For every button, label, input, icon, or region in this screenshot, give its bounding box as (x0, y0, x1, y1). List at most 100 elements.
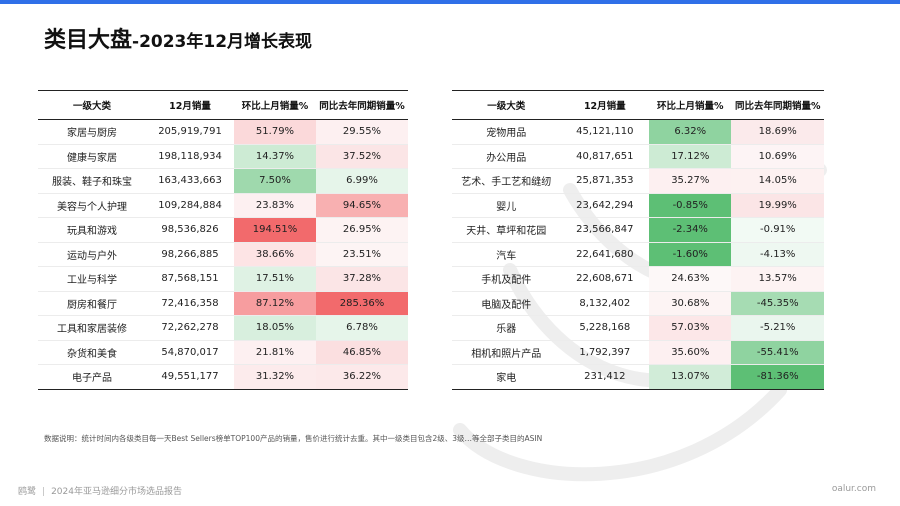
footer-left: 鸥鹭 | 2024年亚马逊细分市场选品报告 (18, 484, 182, 497)
header-mom: 环比上月销量% (234, 90, 316, 120)
yoy-cell: 10.69% (731, 144, 824, 169)
sales-cell: 22,608,671 (560, 266, 650, 292)
table-row: 电子产品 49,551,177 31.32% 36.22% (38, 364, 408, 390)
sales-cell: 22,641,680 (560, 242, 650, 267)
page-title-sub: -2023年12月增长表现 (132, 32, 313, 52)
footer-site-link[interactable]: oalur.com (831, 484, 876, 494)
yoy-cell: -81.36% (731, 364, 824, 390)
category-cell: 相机和照片产品 (452, 340, 561, 365)
sales-cell: 49,551,177 (146, 364, 234, 390)
top-accent-bar (0, 0, 900, 4)
category-cell: 厨房和餐厅 (38, 291, 146, 316)
footer-separator: | (42, 487, 46, 497)
mom-cell: 6.32% (649, 119, 732, 145)
sales-cell: 72,262,278 (146, 315, 234, 341)
table-row: 家居与厨房 205,919,791 51.79% 29.55% (38, 119, 408, 145)
sales-cell: 231,412 (560, 364, 650, 390)
data-note: 数据说明：统计时间内各级类目每一天Best Sellers榜单TOP100产品的… (44, 434, 543, 443)
yoy-cell: 23.51% (316, 242, 408, 267)
sales-cell: 109,284,884 (146, 193, 234, 218)
category-cell: 电脑及配件 (452, 291, 561, 316)
yoy-cell: 46.85% (316, 340, 408, 365)
yoy-cell: 37.28% (316, 266, 408, 292)
category-cell: 婴儿 (452, 193, 561, 218)
table-row: 厨房和餐厅 72,416,358 87.12% 285.36% (38, 291, 408, 316)
mom-cell: 23.83% (234, 193, 316, 218)
mom-cell: 87.12% (234, 291, 316, 316)
table-row: 办公用品 40,817,651 17.12% 10.69% (452, 144, 824, 169)
table-row: 美容与个人护理 109,284,884 23.83% 94.65% (38, 193, 408, 218)
yoy-cell: -45.35% (731, 291, 824, 316)
header-category: 一级大类 (38, 90, 146, 120)
sales-cell: 205,919,791 (146, 119, 234, 145)
category-cell: 健康与家居 (38, 144, 146, 169)
footer-report-title: 2024年亚马逊细分市场选品报告 (51, 487, 182, 497)
yoy-cell: 29.55% (316, 119, 408, 145)
table-row: 艺术、手工艺和缝纫 25,871,353 35.27% 14.05% (452, 168, 824, 194)
mom-cell: 14.37% (234, 144, 316, 169)
category-cell: 杂货和美食 (38, 340, 146, 365)
yoy-cell: 13.57% (731, 266, 824, 292)
sales-cell: 5,228,168 (560, 315, 650, 341)
table-header-row: 一级大类 12月销量 环比上月销量% 同比去年同期销量% (452, 90, 824, 120)
category-table-left: 一级大类 12月销量 环比上月销量% 同比去年同期销量% 家居与厨房 205,91… (38, 90, 408, 390)
yoy-cell: 6.78% (316, 315, 408, 341)
sales-cell: 72,416,358 (146, 291, 234, 316)
table-row: 相机和照片产品 1,792,397 35.60% -55.41% (452, 340, 824, 365)
sales-cell: 23,642,294 (560, 193, 650, 218)
yoy-cell: -5.21% (731, 315, 824, 341)
mom-cell: 13.07% (649, 364, 732, 390)
mom-cell: 194.51% (234, 217, 316, 243)
table-row: 运动与户外 98,266,885 38.66% 23.51% (38, 242, 408, 267)
page-title: 类目大盘-2023年12月增长表现 (44, 22, 312, 54)
category-cell: 运动与户外 (38, 242, 146, 267)
table-row: 手机及配件 22,608,671 24.63% 13.57% (452, 266, 824, 292)
header-category: 一级大类 (452, 90, 561, 120)
yoy-cell: 285.36% (316, 291, 408, 316)
mom-cell: 51.79% (234, 119, 316, 145)
mom-cell: 17.12% (649, 144, 732, 169)
sales-cell: 198,118,934 (146, 144, 234, 169)
table-row: 家电 231,412 13.07% -81.36% (452, 364, 824, 390)
yoy-cell: 6.99% (316, 168, 408, 194)
yoy-cell: 94.65% (316, 193, 408, 218)
table-row: 工具和家居装修 72,262,278 18.05% 6.78% (38, 315, 408, 341)
mom-cell: 57.03% (649, 315, 732, 341)
page-title-main: 类目大盘 (44, 28, 133, 53)
table-row: 乐器 5,228,168 57.03% -5.21% (452, 315, 824, 341)
table-row: 杂货和美食 54,870,017 21.81% 46.85% (38, 340, 408, 365)
yoy-cell: -4.13% (731, 242, 824, 267)
mom-cell: -1.60% (649, 242, 732, 267)
table-row: 宠物用品 45,121,110 6.32% 18.69% (452, 119, 824, 145)
mom-cell: -0.85% (649, 193, 732, 218)
header-mom: 环比上月销量% (649, 90, 732, 120)
table-row: 玩具和游戏 98,536,826 194.51% 26.95% (38, 217, 408, 243)
yoy-cell: -55.41% (731, 340, 824, 365)
sales-cell: 54,870,017 (146, 340, 234, 365)
yoy-cell: 36.22% (316, 364, 408, 390)
table-header-row: 一级大类 12月销量 环比上月销量% 同比去年同期销量% (38, 90, 408, 120)
header-yoy: 同比去年同期销量% (731, 90, 824, 120)
mom-cell: 35.60% (649, 340, 732, 365)
sales-cell: 8,132,402 (560, 291, 650, 316)
sales-cell: 45,121,110 (560, 119, 650, 145)
mom-cell: 18.05% (234, 315, 316, 341)
mom-cell: 21.81% (234, 340, 316, 365)
mom-cell: 38.66% (234, 242, 316, 267)
category-cell: 家居与厨房 (38, 119, 146, 145)
sales-cell: 98,536,826 (146, 217, 234, 243)
category-table-right: 一级大类 12月销量 环比上月销量% 同比去年同期销量% 宠物用品 45,121,… (452, 90, 824, 390)
category-cell: 电子产品 (38, 364, 146, 390)
mom-cell: 17.51% (234, 266, 316, 292)
mom-cell: 7.50% (234, 168, 316, 194)
category-cell: 乐器 (452, 315, 561, 341)
footer-brand: 鸥鹭 (18, 487, 37, 497)
table-row: 汽车 22,641,680 -1.60% -4.13% (452, 242, 824, 267)
mom-cell: 30.68% (649, 291, 732, 316)
mom-cell: 24.63% (649, 266, 732, 292)
table-row: 工业与科学 87,568,151 17.51% 37.28% (38, 266, 408, 292)
yoy-cell: -0.91% (731, 217, 824, 243)
yoy-cell: 26.95% (316, 217, 408, 243)
sales-cell: 98,266,885 (146, 242, 234, 267)
category-cell: 服装、鞋子和珠宝 (38, 168, 146, 194)
